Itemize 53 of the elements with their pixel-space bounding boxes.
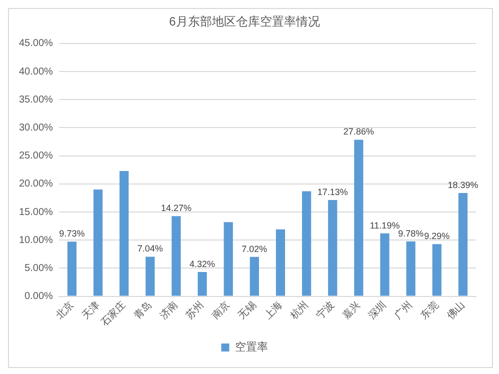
data-label: 7.04%	[137, 244, 163, 254]
data-label: 9.73%	[59, 228, 85, 239]
y-tick-label: 15.00%	[18, 206, 54, 218]
y-tick-label: 0.00%	[24, 291, 54, 302]
bar	[328, 200, 338, 296]
x-tick-label: 深圳	[366, 299, 389, 322]
bar	[198, 272, 207, 296]
y-tick-label: 30.00%	[18, 122, 54, 134]
bar	[224, 222, 233, 296]
bar	[354, 140, 364, 296]
y-tick-label: 45.00%	[18, 38, 54, 50]
bar	[406, 241, 416, 296]
x-tick-label: 上海	[262, 299, 285, 322]
data-label: 18.39%	[448, 180, 478, 190]
bar	[458, 192, 468, 296]
x-tick-label: 济南	[158, 299, 180, 322]
bar	[146, 256, 155, 296]
bar	[380, 233, 390, 296]
bar	[93, 190, 103, 296]
y-tick-label: 10.00%	[18, 234, 54, 246]
x-tick-label: 苏州	[184, 299, 206, 322]
bar	[250, 256, 259, 296]
data-label: 4.32%	[190, 259, 216, 270]
y-tick-label: 35.00%	[18, 94, 54, 106]
x-tick-label: 无锡	[236, 300, 258, 322]
x-tick-label: 青岛	[132, 299, 154, 322]
bar	[302, 191, 312, 296]
data-label: 27.86%	[343, 126, 374, 137]
x-tick-label: 广州	[392, 299, 415, 322]
bar	[432, 244, 442, 296]
y-tick-label: 20.00%	[18, 178, 54, 190]
x-tick-label: 嘉兴	[340, 299, 363, 322]
data-label: 9.78%	[398, 228, 424, 238]
y-tick-label: 5.00%	[24, 262, 54, 274]
x-tick-label: 北京	[53, 299, 76, 322]
data-label: 9.29%	[424, 231, 450, 242]
bar	[120, 170, 129, 296]
x-tick-label: 佛山	[444, 299, 468, 322]
data-label: 14.27%	[160, 203, 192, 214]
x-tick-label: 南京	[210, 299, 232, 322]
y-tick-label: 25.00%	[18, 150, 54, 162]
y-tick-label: 40.00%	[18, 66, 54, 78]
x-tick-label: 宁波	[314, 299, 337, 322]
bar	[172, 216, 181, 296]
bar	[276, 229, 286, 296]
chart-title: 6月东部地区仓库空置率情况	[169, 14, 320, 29]
x-tick-label: 杭州	[287, 299, 311, 322]
x-tick-label: 东莞	[418, 299, 441, 322]
data-label: 17.13%	[317, 187, 348, 198]
data-label: 7.02%	[242, 244, 268, 254]
bar	[67, 242, 77, 296]
data-label: 11.19%	[370, 220, 400, 230]
legend-label: 空置率	[234, 340, 268, 354]
